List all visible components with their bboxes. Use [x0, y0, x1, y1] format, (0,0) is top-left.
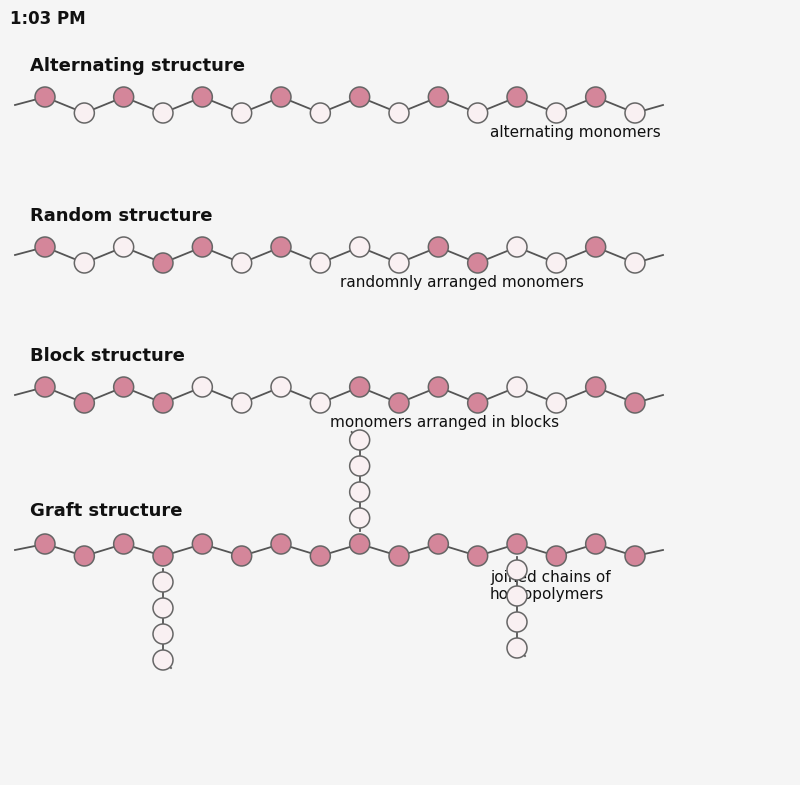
Text: randomnly arranged monomers: randomnly arranged monomers: [340, 275, 584, 290]
Circle shape: [192, 534, 212, 554]
Circle shape: [468, 546, 488, 566]
Circle shape: [586, 534, 606, 554]
Circle shape: [74, 103, 94, 123]
Circle shape: [625, 393, 645, 413]
Circle shape: [232, 253, 252, 273]
Circle shape: [507, 612, 527, 632]
Circle shape: [350, 534, 370, 554]
Circle shape: [271, 87, 291, 107]
Circle shape: [271, 534, 291, 554]
Circle shape: [428, 237, 448, 257]
Circle shape: [114, 377, 134, 397]
Text: Alternating structure: Alternating structure: [30, 57, 245, 75]
Circle shape: [350, 237, 370, 257]
Circle shape: [74, 253, 94, 273]
Circle shape: [350, 508, 370, 528]
Text: Block structure: Block structure: [30, 347, 185, 365]
Circle shape: [428, 87, 448, 107]
Circle shape: [232, 393, 252, 413]
Circle shape: [74, 546, 94, 566]
Circle shape: [428, 534, 448, 554]
Circle shape: [153, 650, 173, 670]
Circle shape: [507, 560, 527, 580]
Circle shape: [625, 546, 645, 566]
Circle shape: [507, 586, 527, 606]
Circle shape: [586, 237, 606, 257]
Circle shape: [271, 377, 291, 397]
Circle shape: [153, 253, 173, 273]
Circle shape: [114, 237, 134, 257]
Circle shape: [389, 103, 409, 123]
Circle shape: [507, 638, 527, 658]
Circle shape: [468, 103, 488, 123]
Circle shape: [350, 377, 370, 397]
Circle shape: [153, 546, 173, 566]
Text: joined chains of
homopolymers: joined chains of homopolymers: [490, 570, 610, 602]
Circle shape: [153, 572, 173, 592]
Circle shape: [625, 253, 645, 273]
Circle shape: [546, 393, 566, 413]
Circle shape: [507, 237, 527, 257]
Circle shape: [153, 598, 173, 618]
Circle shape: [74, 393, 94, 413]
Circle shape: [507, 87, 527, 107]
Circle shape: [350, 430, 370, 450]
Text: Graft structure: Graft structure: [30, 502, 182, 520]
Circle shape: [310, 253, 330, 273]
Circle shape: [507, 534, 527, 554]
Circle shape: [625, 103, 645, 123]
Circle shape: [153, 393, 173, 413]
Text: alternating monomers: alternating monomers: [490, 125, 661, 140]
Circle shape: [35, 237, 55, 257]
Text: monomers arranged in blocks: monomers arranged in blocks: [330, 415, 559, 430]
Circle shape: [35, 87, 55, 107]
Circle shape: [192, 87, 212, 107]
Text: 1:03 PM: 1:03 PM: [10, 10, 86, 28]
Circle shape: [153, 624, 173, 644]
Circle shape: [546, 103, 566, 123]
Circle shape: [350, 482, 370, 502]
Circle shape: [35, 534, 55, 554]
Circle shape: [468, 393, 488, 413]
Circle shape: [389, 393, 409, 413]
Circle shape: [586, 377, 606, 397]
Circle shape: [428, 377, 448, 397]
Circle shape: [310, 393, 330, 413]
Circle shape: [114, 534, 134, 554]
Circle shape: [350, 87, 370, 107]
Circle shape: [232, 546, 252, 566]
Circle shape: [232, 103, 252, 123]
Circle shape: [389, 253, 409, 273]
Circle shape: [192, 377, 212, 397]
Circle shape: [546, 253, 566, 273]
Circle shape: [546, 546, 566, 566]
Circle shape: [507, 377, 527, 397]
Circle shape: [153, 103, 173, 123]
Circle shape: [389, 546, 409, 566]
Text: Random structure: Random structure: [30, 207, 213, 225]
Circle shape: [35, 377, 55, 397]
Circle shape: [310, 103, 330, 123]
Circle shape: [310, 546, 330, 566]
Circle shape: [350, 456, 370, 476]
Circle shape: [586, 87, 606, 107]
Circle shape: [271, 237, 291, 257]
Circle shape: [114, 87, 134, 107]
Circle shape: [192, 237, 212, 257]
Circle shape: [468, 253, 488, 273]
